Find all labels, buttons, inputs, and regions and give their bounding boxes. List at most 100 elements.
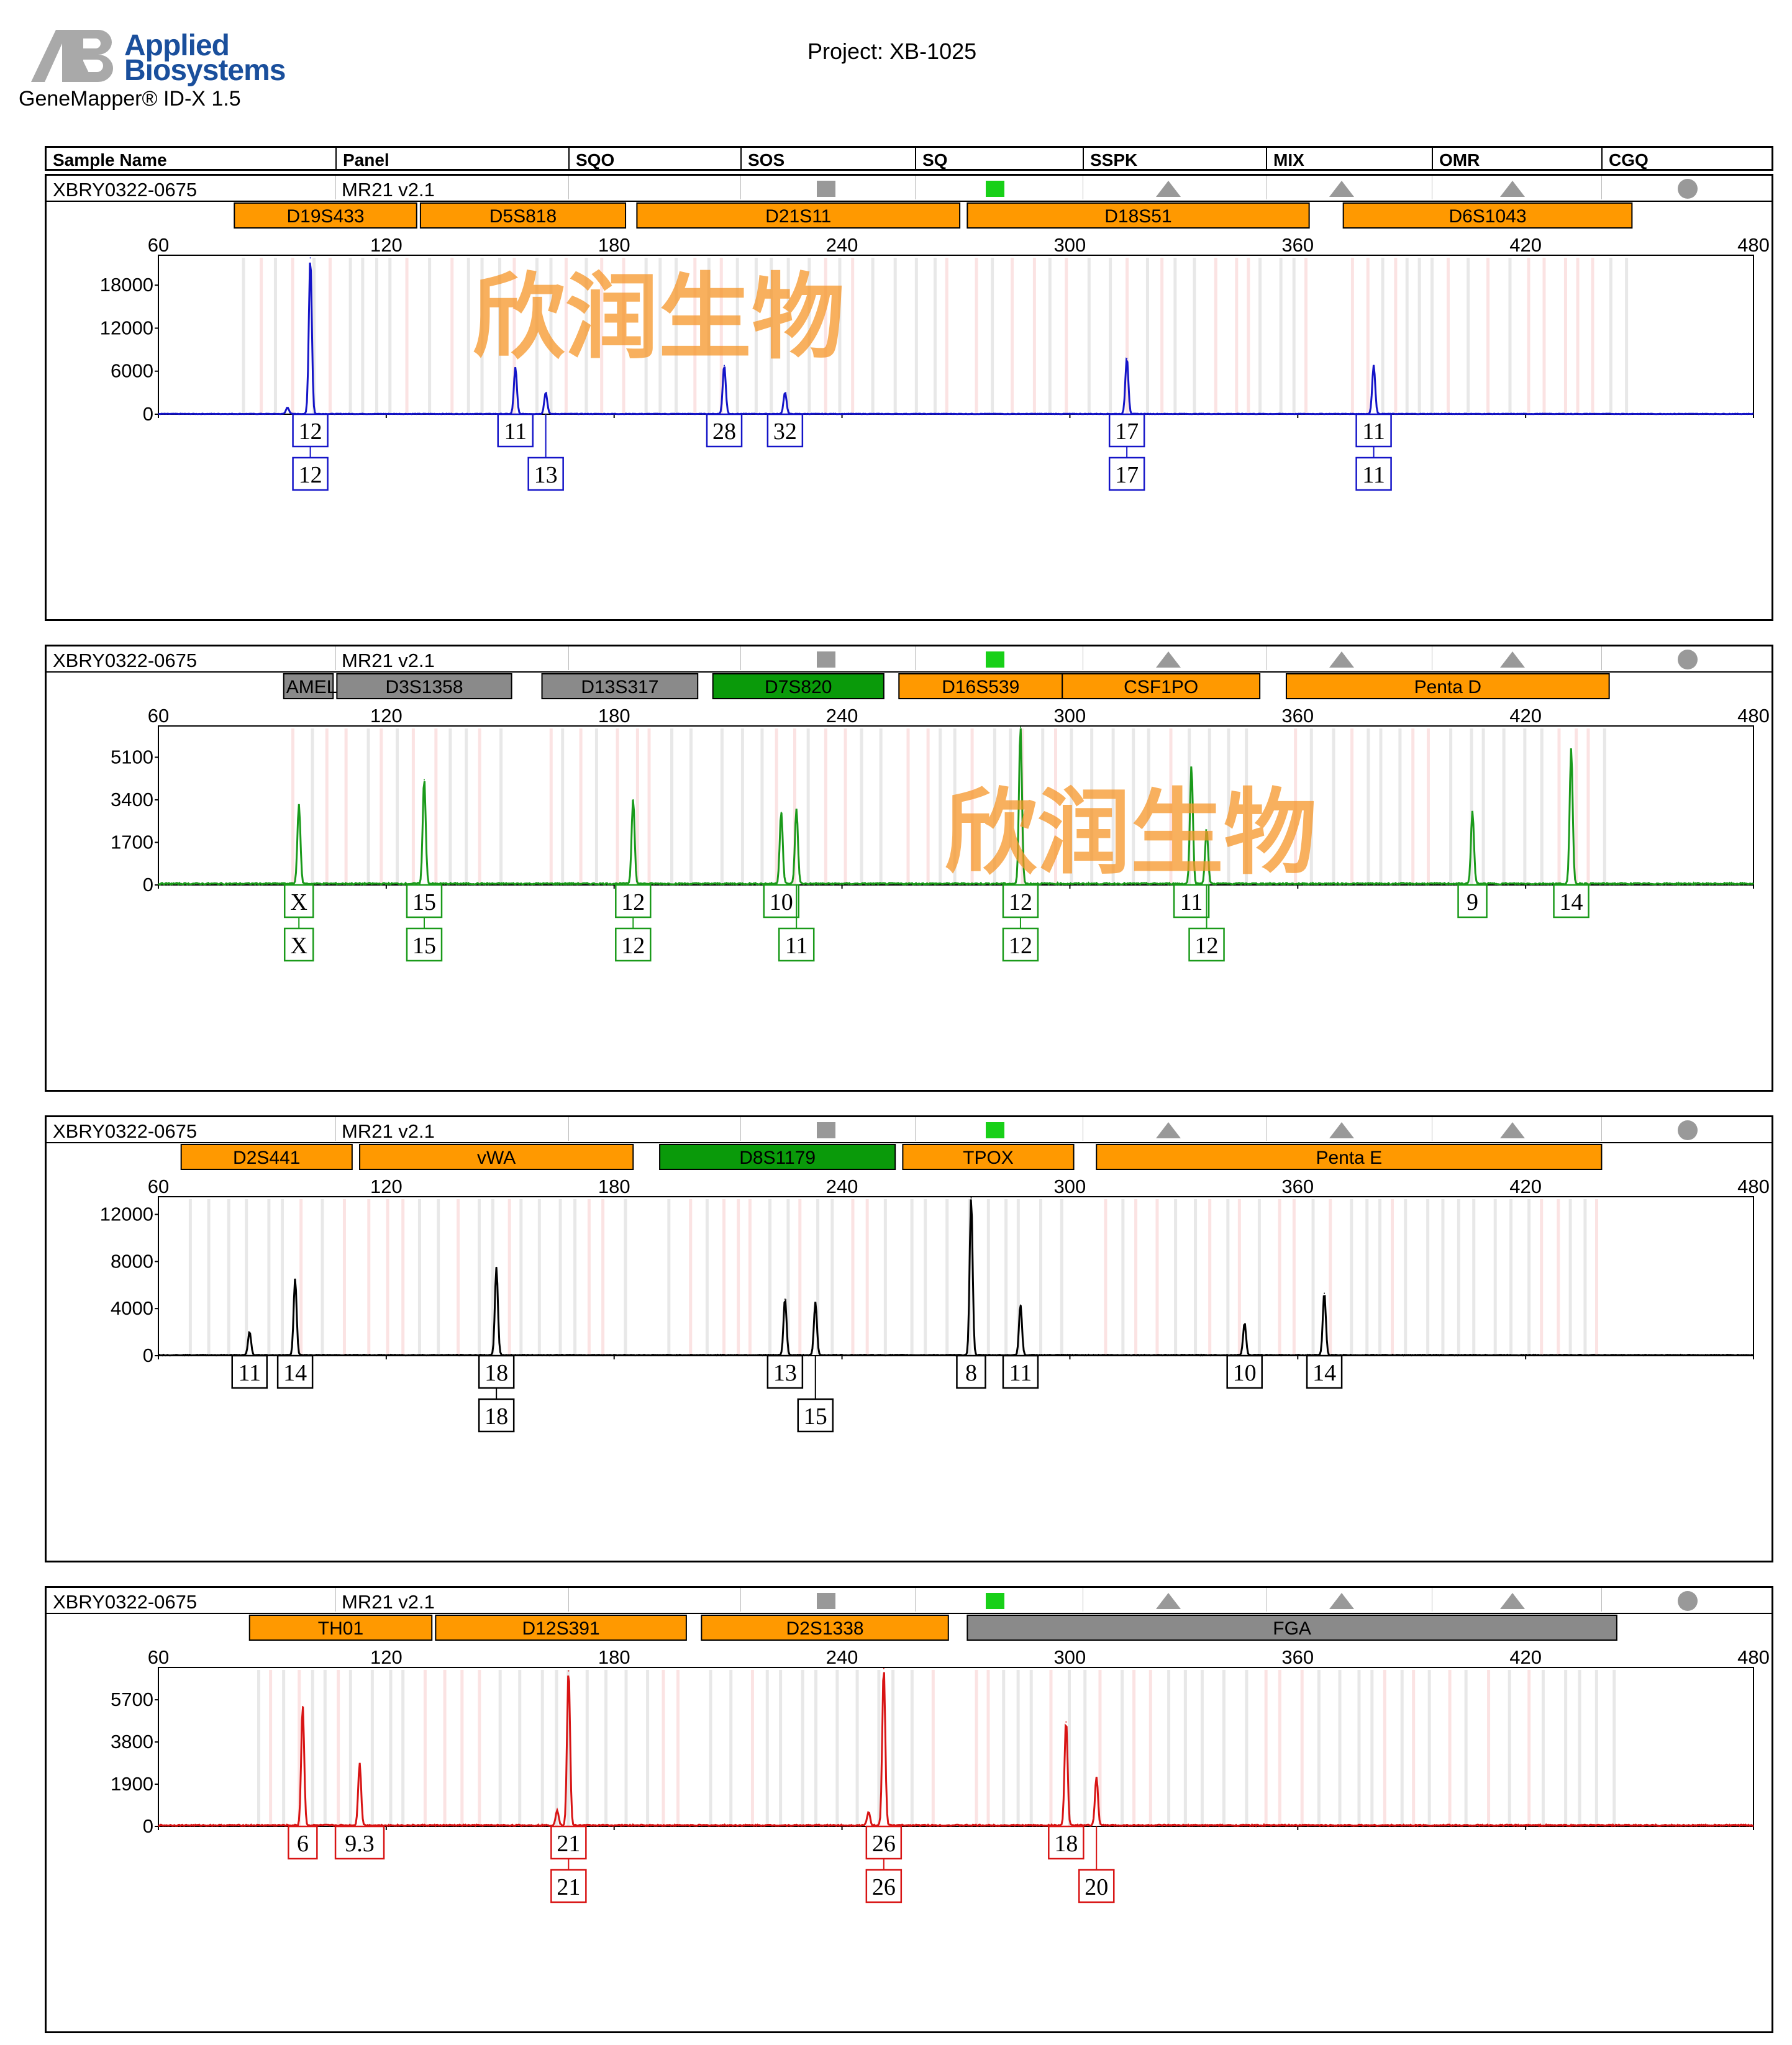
- col-sspk[interactable]: SSPK: [1083, 148, 1137, 170]
- allele-call[interactable]: XX: [283, 884, 314, 962]
- locus-bar-d16s539[interactable]: D16S539: [898, 673, 1063, 699]
- sample-row[interactable]: XBRY0322-0675 MR21 v2.1: [47, 1588, 1772, 1614]
- allele-label: 12: [299, 462, 322, 488]
- locus-bar-amel[interactable]: AMEL: [283, 673, 337, 699]
- sample-row[interactable]: XBRY0322-0675 MR21 v2.1: [47, 176, 1772, 202]
- locus-bar-vwa[interactable]: vWA: [359, 1144, 634, 1170]
- locus-bar-d7s820[interactable]: D7S820: [712, 673, 885, 699]
- allele-label: 14: [1312, 1360, 1336, 1386]
- locus-bar-d18s51[interactable]: D18S51: [966, 202, 1310, 229]
- project-title: Project: XB-1025: [807, 39, 977, 64]
- allele-call[interactable]: 13: [766, 1354, 804, 1389]
- locus-bar-d5s818[interactable]: D5S818: [419, 202, 627, 229]
- allele-label: 11: [1362, 419, 1385, 445]
- locus-bar-d2s441[interactable]: D2S441: [180, 1144, 353, 1170]
- sample-name: XBRY0322-0675: [53, 650, 198, 671]
- allele-call[interactable]: 11: [1002, 1354, 1039, 1389]
- locus-bar-d8s1179[interactable]: D8S1179: [659, 1144, 896, 1170]
- locus-bar-d13s317[interactable]: D13S317: [541, 673, 699, 699]
- x-tick-label: 300: [1054, 1176, 1086, 1197]
- ab-logo-icon: [31, 30, 113, 82]
- allele-call[interactable]: 18: [1048, 1825, 1085, 1860]
- quality-flags: [817, 1120, 1698, 1140]
- allele-call[interactable]: 11 11: [1355, 413, 1392, 491]
- col-sample-name[interactable]: Sample Name: [53, 150, 167, 170]
- mix-gray-triangle-icon: [1329, 181, 1354, 197]
- locus-label: D21S11: [765, 206, 831, 227]
- col-cgq[interactable]: CGQ: [1601, 148, 1649, 170]
- sq-green-square-icon: [986, 1593, 1004, 1609]
- allele-label: 13: [773, 1360, 797, 1386]
- allele-call[interactable]: 32: [766, 413, 804, 448]
- x-tick-label: 240: [826, 705, 858, 727]
- allele-call[interactable]: 11: [231, 1354, 268, 1389]
- allele-call[interactable]: 14: [1553, 884, 1590, 918]
- peak-marker: [1126, 357, 1128, 359]
- sample-row[interactable]: XBRY0322-0675 MR21 v2.1: [47, 646, 1772, 673]
- locus-bar-d12s391[interactable]: D12S391: [435, 1615, 687, 1641]
- locus-bar-d2s1338[interactable]: D2S1338: [701, 1615, 949, 1641]
- locus-bar-d3s1358[interactable]: D3S1358: [336, 673, 512, 699]
- allele-call[interactable]: 9: [1457, 884, 1488, 918]
- locus-bar-th01[interactable]: TH01: [248, 1615, 433, 1641]
- allele-call[interactable]: 10: [1226, 1354, 1263, 1389]
- allele-call[interactable]: 12 12: [1002, 884, 1039, 962]
- locus-bar-penta-e[interactable]: Penta E: [1096, 1144, 1603, 1170]
- x-tick-label: 420: [1509, 705, 1542, 727]
- allele-label: 21: [557, 1874, 580, 1900]
- allele-call[interactable]: 15: [797, 1356, 834, 1433]
- allele-call[interactable]: 8: [956, 1354, 986, 1389]
- locus-bar-d6s1043[interactable]: D6S1043: [1342, 202, 1633, 229]
- locus-bar-csf1po[interactable]: CSF1PO: [1062, 673, 1261, 699]
- locus-label: Penta D: [1414, 677, 1481, 697]
- locus-bar-fga[interactable]: FGA: [966, 1615, 1617, 1641]
- allele-call[interactable]: 11: [1173, 884, 1210, 918]
- col-sqo[interactable]: SQO: [568, 148, 614, 170]
- col-panel[interactable]: Panel: [335, 148, 389, 170]
- locus-bar-d21s11[interactable]: D21S11: [636, 202, 961, 229]
- locus-bar-penta-d[interactable]: Penta D: [1285, 673, 1610, 699]
- col-omr[interactable]: OMR: [1432, 148, 1480, 170]
- allele-call[interactable]: 11: [778, 885, 815, 962]
- x-tick-label: 360: [1281, 1176, 1314, 1197]
- locus-label: D16S539: [942, 677, 1019, 697]
- allele-call[interactable]: 28: [706, 413, 743, 448]
- allele-call[interactable]: 12 12: [615, 884, 652, 962]
- allele-call[interactable]: 11: [497, 413, 534, 448]
- locus-bar-tpox[interactable]: TPOX: [902, 1144, 1075, 1170]
- x-tick-label: 60: [148, 705, 169, 727]
- x-tick-label: 240: [826, 234, 858, 256]
- cgq-gray-circle-icon: [1678, 1120, 1698, 1140]
- allele-call[interactable]: 21 21: [550, 1825, 587, 1903]
- allele-call[interactable]: 14: [1306, 1354, 1343, 1389]
- peak-marker: [294, 1278, 296, 1280]
- allele-label: 11: [238, 1360, 261, 1386]
- allele-call[interactable]: 12: [1188, 885, 1225, 962]
- locus-label: D18S51: [1104, 206, 1171, 227]
- col-sq[interactable]: SQ: [915, 148, 947, 170]
- locus-bar-d19s433[interactable]: D19S433: [234, 202, 417, 229]
- peak-marker: [424, 779, 425, 781]
- locus-label: TPOX: [963, 1148, 1014, 1168]
- allele-call[interactable]: 26 26: [865, 1825, 903, 1903]
- y-tick-label: 0: [143, 1815, 153, 1837]
- allele-call[interactable]: 10: [763, 884, 799, 918]
- x-tick-label: 240: [826, 1646, 858, 1668]
- allele-call[interactable]: 9.3: [334, 1825, 385, 1860]
- peak-marker: [302, 1705, 304, 1707]
- allele-call[interactable]: 13: [527, 414, 564, 491]
- y-tick-label: 5100: [111, 746, 153, 768]
- col-mix[interactable]: MIX: [1266, 148, 1304, 170]
- sample-row[interactable]: XBRY0322-0675 MR21 v2.1: [47, 1117, 1772, 1143]
- allele-label: 13: [534, 462, 558, 488]
- col-sos[interactable]: SOS: [740, 148, 785, 170]
- allele-call[interactable]: 20: [1078, 1826, 1115, 1903]
- x-tick-label: 480: [1737, 234, 1770, 256]
- allele-call[interactable]: 6: [288, 1825, 318, 1860]
- allele-call[interactable]: 12 12: [292, 413, 329, 491]
- allele-call[interactable]: 14: [276, 1354, 314, 1389]
